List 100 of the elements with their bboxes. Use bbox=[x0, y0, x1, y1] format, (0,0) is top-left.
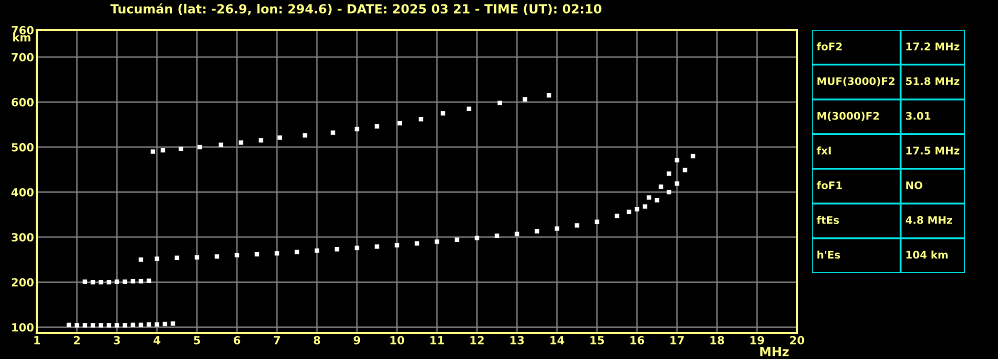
x-tick-label: 12 bbox=[470, 336, 484, 344]
x-tick-label: 16 bbox=[630, 336, 644, 344]
text: h'Es bbox=[817, 250, 840, 259]
point bbox=[374, 244, 380, 249]
x-tick-label: 11 bbox=[430, 336, 444, 344]
text: NO bbox=[906, 181, 922, 190]
point bbox=[106, 280, 112, 284]
point bbox=[170, 321, 176, 326]
y-tick-label: 600 bbox=[12, 98, 34, 106]
point bbox=[534, 229, 540, 234]
point bbox=[274, 251, 280, 256]
point bbox=[154, 256, 160, 261]
text: MUF(3000)F2 bbox=[818, 77, 894, 86]
point bbox=[574, 223, 580, 228]
x-tick-label: 8 bbox=[314, 336, 320, 344]
point bbox=[138, 279, 144, 284]
point bbox=[666, 171, 672, 176]
x-tick-label: 4 bbox=[154, 336, 160, 344]
point bbox=[398, 121, 402, 126]
point bbox=[258, 138, 264, 143]
point bbox=[654, 198, 660, 202]
point bbox=[666, 190, 672, 194]
point bbox=[690, 154, 696, 158]
point bbox=[122, 279, 128, 284]
point bbox=[594, 220, 600, 224]
point bbox=[138, 322, 144, 328]
point bbox=[214, 254, 220, 259]
point bbox=[626, 210, 632, 214]
point bbox=[66, 322, 72, 328]
point bbox=[114, 323, 120, 328]
x-tick-label: 15 bbox=[590, 336, 604, 344]
point bbox=[674, 158, 680, 162]
x-tick-label: 3 bbox=[114, 336, 120, 344]
y-tick-label: 300 bbox=[12, 233, 34, 242]
point bbox=[254, 252, 260, 256]
x-tick-label: 14 bbox=[550, 336, 564, 344]
point bbox=[334, 247, 340, 252]
x-tick-label: 13 bbox=[510, 336, 524, 344]
y-tick-label: 500 bbox=[12, 143, 34, 152]
x-tick-label: 5 bbox=[194, 336, 200, 344]
text: 17.2 MHz bbox=[906, 42, 960, 50]
text: 104 km bbox=[906, 250, 948, 259]
point bbox=[174, 256, 180, 260]
text: 4.8 MHz bbox=[906, 216, 952, 224]
x-tick-label: 7 bbox=[274, 336, 280, 344]
chart-title: Tucumán (lat: -26.9, lon: 294.6) - DATE: 2025 03 21 - TIME (UT): 02:10 bbox=[110, 3, 602, 16]
point bbox=[354, 246, 360, 250]
point bbox=[330, 130, 336, 135]
point bbox=[374, 124, 380, 129]
point bbox=[162, 322, 168, 326]
point bbox=[498, 100, 502, 106]
text: foF2 bbox=[816, 42, 842, 50]
point bbox=[82, 279, 88, 284]
text: 51.8 MHz bbox=[906, 77, 960, 86]
point bbox=[98, 280, 104, 284]
point bbox=[160, 148, 166, 152]
x-tick-label: 9 bbox=[354, 336, 360, 344]
y-axis-title: km bbox=[13, 32, 30, 42]
point bbox=[658, 184, 664, 189]
text: 3.01 bbox=[906, 112, 930, 120]
point bbox=[194, 255, 200, 260]
y-tick-label: 100 bbox=[12, 323, 34, 332]
x-tick-label: 1 bbox=[34, 336, 40, 344]
point bbox=[466, 106, 472, 111]
point bbox=[82, 323, 88, 328]
point bbox=[414, 241, 420, 246]
text: foF1 bbox=[816, 181, 842, 190]
point bbox=[454, 238, 460, 242]
x-tick-label: 17 bbox=[670, 336, 684, 344]
point bbox=[314, 248, 320, 253]
point bbox=[238, 140, 244, 145]
point bbox=[554, 226, 560, 231]
point bbox=[122, 323, 128, 328]
point bbox=[90, 323, 96, 328]
point bbox=[394, 243, 400, 248]
x-tick-label: 6 bbox=[234, 336, 240, 344]
point bbox=[218, 142, 224, 148]
y-tick-label: 760 bbox=[12, 26, 34, 34]
text: M(3000)F2 bbox=[818, 112, 879, 122]
x-axis-title: MHz bbox=[760, 347, 789, 356]
point bbox=[198, 144, 202, 150]
point bbox=[114, 279, 120, 284]
point bbox=[146, 278, 152, 283]
point bbox=[302, 133, 308, 138]
point bbox=[234, 252, 240, 258]
point bbox=[150, 149, 156, 154]
point bbox=[278, 135, 282, 140]
point bbox=[154, 322, 160, 327]
x-tick-label: 19 bbox=[750, 336, 764, 344]
point bbox=[178, 146, 184, 152]
point bbox=[106, 323, 112, 328]
x-tick-label: 18 bbox=[710, 336, 724, 344]
point bbox=[440, 111, 446, 116]
point bbox=[634, 207, 640, 212]
point bbox=[90, 280, 96, 284]
point bbox=[494, 234, 500, 238]
x-tick-label: 2 bbox=[74, 336, 80, 344]
point bbox=[434, 239, 440, 244]
y-tick-label: 700 bbox=[12, 53, 34, 62]
point bbox=[418, 116, 424, 122]
